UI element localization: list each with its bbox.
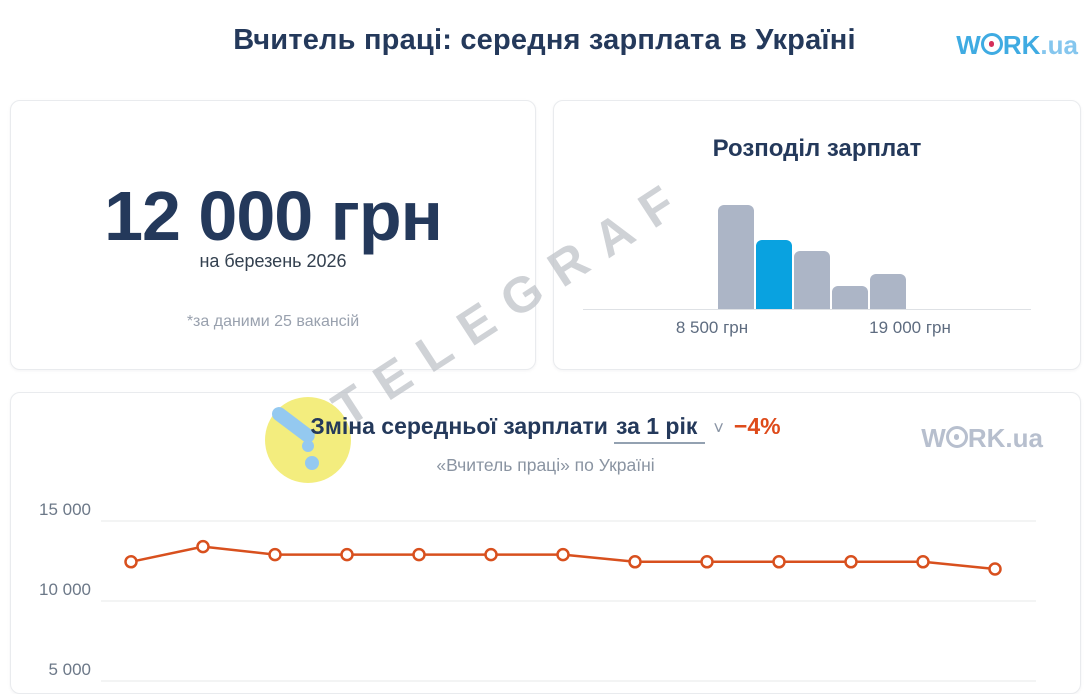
period-selector[interactable]: за 1 рік	[613, 413, 706, 444]
bar-segment-4	[870, 274, 906, 309]
vacancies-note: *за даними 25 вакансій	[186, 313, 360, 330]
trend-point-2	[268, 547, 282, 562]
average-salary-value: 12 000 грн	[104, 177, 443, 255]
trend-subtitle: «Вчитель праці» по Україні	[436, 455, 655, 475]
salary-delta-badge: −4%	[733, 413, 781, 439]
trend-point-7	[628, 555, 642, 569]
trend-point-0	[124, 555, 138, 569]
salary-period-label: на березень 2026	[199, 251, 347, 271]
trend-point-3	[340, 547, 354, 562]
trend-title: Зміна середньої зарплати	[310, 413, 608, 439]
workua-logo[interactable]: W RK.ua	[956, 30, 1078, 60]
workua-logo-gray-o-ring-icon	[945, 425, 968, 449]
trend-point-8	[700, 555, 714, 569]
trend-point-10	[844, 555, 858, 569]
chevron-down-icon[interactable]: ˅	[713, 418, 724, 438]
trend-point-6	[556, 547, 570, 562]
trend-point-1	[196, 539, 210, 554]
page-title: Вчитель праці: середня зарплата в Україн…	[233, 24, 856, 56]
trend-point-4	[412, 547, 426, 562]
workua-logo-o-ring-icon	[980, 32, 1003, 56]
y-tick-label-0: 15 000	[39, 500, 91, 519]
workua-logo-tld: .ua	[1040, 30, 1078, 60]
bar-segment-2	[794, 251, 830, 309]
salary-card: 12 000 грн на березень 2026 *за даними 2…	[10, 100, 536, 370]
workua-logo-w: W	[956, 30, 981, 60]
y-tick-label-1: 10 000	[39, 580, 91, 599]
bar-segment-0	[718, 205, 754, 309]
bar-chart-axis	[583, 309, 1031, 310]
trend-card: 15 000 10 000 5 000 Зміна середньої зарпла…	[10, 392, 1081, 694]
distribution-card: Розподіл зарплат 8 500 грн 19 000 грн	[553, 100, 1081, 370]
trend-point-12	[988, 562, 1002, 576]
bar-chart	[718, 205, 906, 309]
workua-logo-gray: W RK.ua	[921, 423, 1043, 453]
workua-logo-rk: RK	[1002, 30, 1041, 60]
distribution-title: Розподіл зарплат	[712, 135, 922, 162]
bar-axis-label-first: 8 500 грн	[675, 318, 749, 337]
trend-point-5	[484, 547, 498, 562]
trend-point-11	[916, 555, 930, 569]
bar-axis-label-last: 19 000 грн	[869, 318, 951, 337]
y-tick-label-2: 5 000	[48, 660, 91, 679]
trend-point-9	[772, 555, 786, 569]
bar-segment-1	[756, 240, 792, 309]
bar-segment-3	[832, 286, 868, 309]
trend-header: Зміна середньої зарплати за 1 рік ˅ −4%	[11, 413, 1080, 444]
